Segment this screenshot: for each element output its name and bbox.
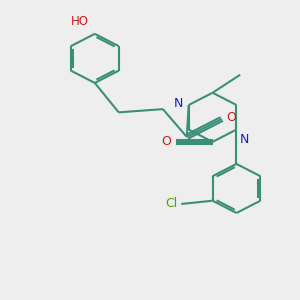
Text: Cl: Cl [165, 197, 178, 211]
Text: O: O [161, 135, 171, 148]
Text: O: O [226, 111, 236, 124]
Text: N: N [174, 97, 183, 110]
Text: N: N [239, 134, 249, 146]
Text: HO: HO [71, 15, 89, 28]
